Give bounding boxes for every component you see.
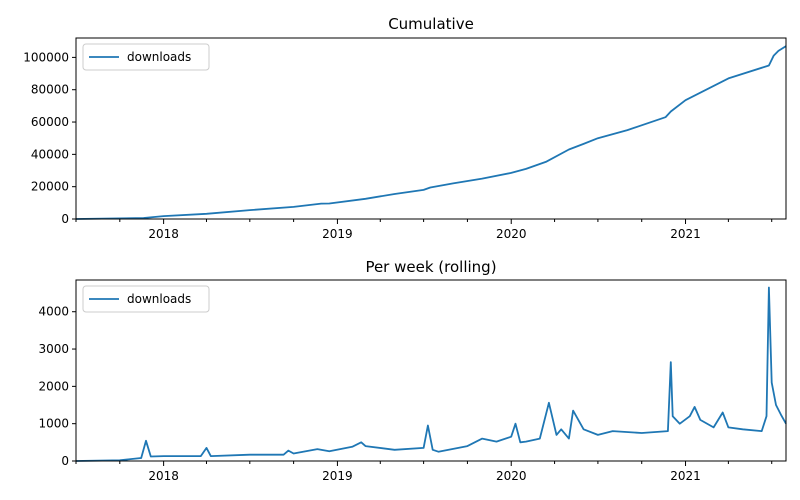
legend-entry-downloads: downloads (127, 50, 191, 64)
x-tick-label: 2018 (148, 469, 179, 483)
x-tick-label: 2019 (322, 469, 353, 483)
x-tick-label: 2021 (670, 227, 701, 241)
legend-box (82, 285, 210, 313)
series-line-downloads (75, 286, 787, 462)
chart-title-cumulative: Cumulative (388, 15, 474, 33)
x-tick-label: 2020 (496, 227, 527, 241)
y-tick-label: 2000 (38, 379, 69, 393)
chart-title-per-week: Per week (rolling) (365, 258, 496, 276)
y-tick-label: 60000 (31, 115, 69, 129)
y-tick-label: 1000 (38, 417, 69, 431)
legend-cumulative: downloads (82, 43, 210, 71)
y-tick-label: 80000 (31, 83, 69, 97)
legend-box (82, 43, 210, 71)
plot-frame-cumulative (75, 37, 787, 220)
chart-per-week: Per week (rolling) downloads (75, 258, 787, 462)
y-tick-label: 0 (61, 454, 69, 468)
y-tick-label: 0 (61, 212, 69, 226)
chart-cumulative: Cumulative downloads (75, 15, 787, 220)
x-tick-label: 2021 (670, 469, 701, 483)
x-tick-label: 2019 (322, 227, 353, 241)
plot-area-per-week (75, 286, 787, 462)
y-tick-label: 100000 (23, 50, 69, 64)
x-tick-label: 2020 (496, 469, 527, 483)
y-tick-label: 20000 (31, 180, 69, 194)
y-tick-label: 3000 (38, 342, 69, 356)
plot-area-cumulative (75, 45, 787, 220)
y-tick-label: 4000 (38, 305, 69, 319)
series-line-downloads (75, 45, 787, 220)
y-tick-label: 40000 (31, 147, 69, 161)
legend-entry-downloads: downloads (127, 292, 191, 306)
plot-frame-per-week (75, 279, 787, 462)
legend-per-week: downloads (82, 285, 210, 313)
x-tick-label: 2018 (148, 227, 179, 241)
